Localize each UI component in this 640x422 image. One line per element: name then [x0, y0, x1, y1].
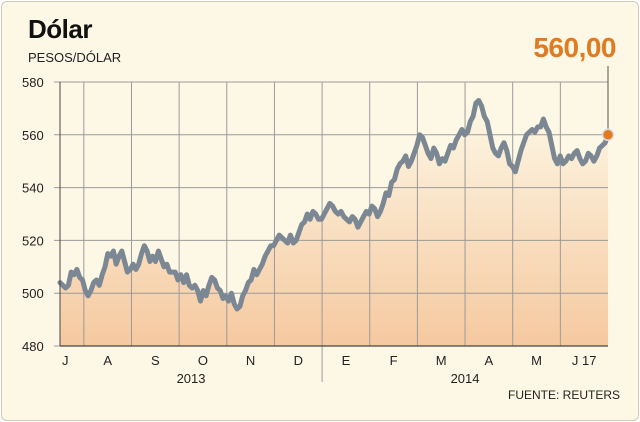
- last-value-label: 560,00: [533, 32, 616, 63]
- month-tick-label: D: [294, 353, 303, 368]
- y-tick-label: 540: [22, 181, 44, 196]
- y-tick-label: 560: [22, 128, 44, 143]
- month-tick-label: S: [151, 353, 160, 368]
- y-tick-label: 520: [22, 233, 44, 248]
- month-tick-label: M: [531, 353, 542, 368]
- chart-title: Dólar: [28, 14, 92, 44]
- y-axis-unit-label: PESOS/DÓLAR: [28, 50, 122, 65]
- area-fill: [60, 100, 608, 346]
- month-tick-label: J: [62, 353, 69, 368]
- y-tick-label: 580: [22, 75, 44, 90]
- month-tick-label: M: [436, 353, 447, 368]
- month-tick-label: E: [342, 353, 351, 368]
- source-note: FUENTE: REUTERS: [507, 388, 620, 402]
- series-line: [57, 98, 611, 312]
- month-tick-label: A: [103, 353, 112, 368]
- month-tick-label: O: [198, 353, 208, 368]
- year-label: 2014: [451, 371, 480, 386]
- y-tick-label: 500: [22, 286, 44, 301]
- last-point-marker: [601, 128, 615, 142]
- month-tick-label: J 17: [572, 353, 597, 368]
- month-tick-label: N: [246, 353, 255, 368]
- month-tick-label: A: [485, 353, 494, 368]
- year-label: 2013: [177, 371, 206, 386]
- month-tick-label: F: [390, 353, 398, 368]
- y-tick-label: 480: [22, 339, 44, 354]
